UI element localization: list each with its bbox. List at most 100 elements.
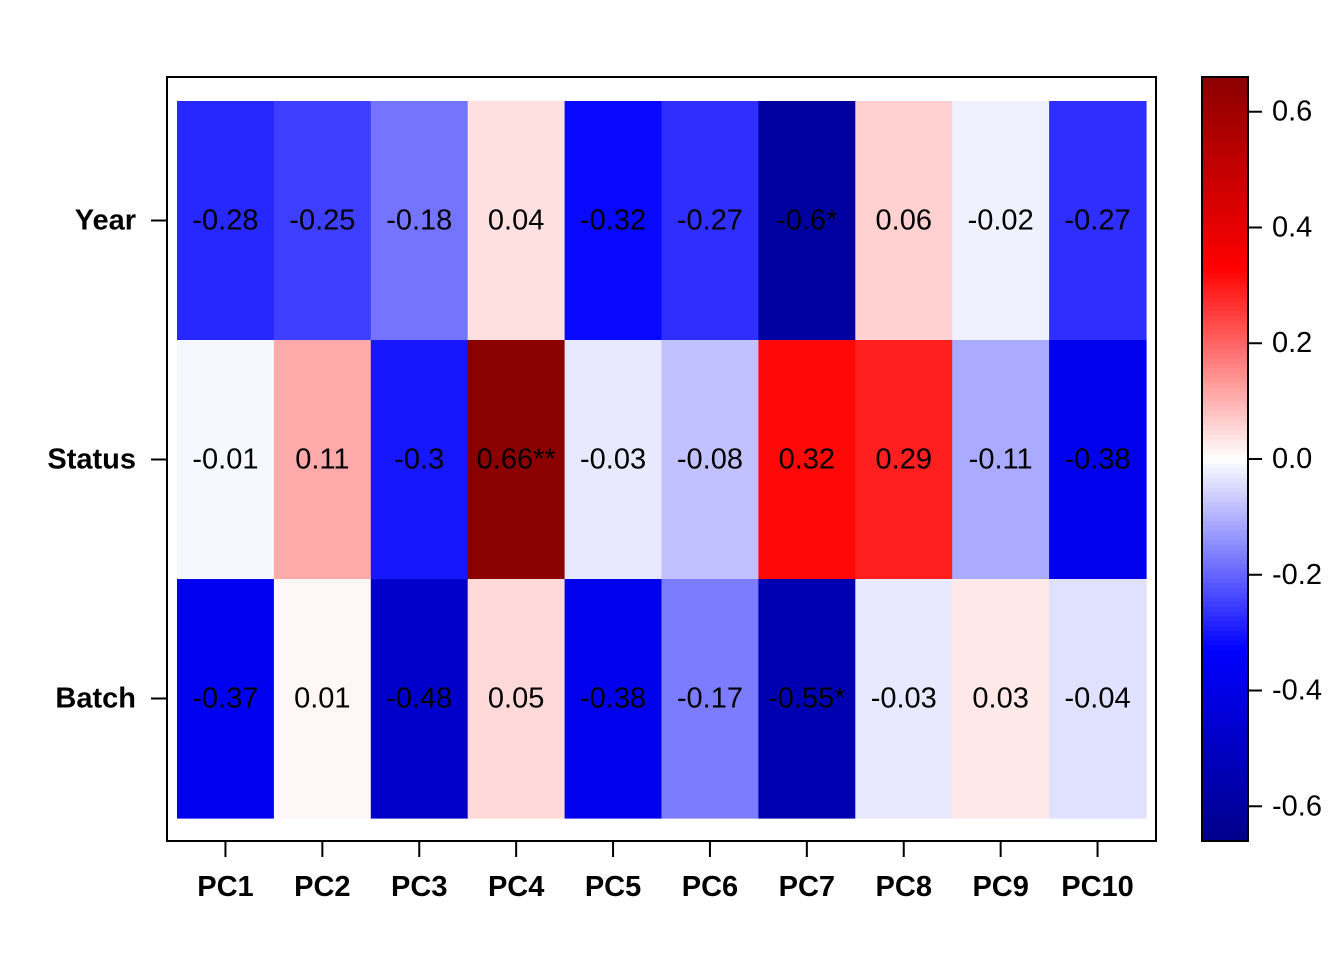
color-bar-segment <box>1202 449 1248 455</box>
color-bar-segment <box>1202 215 1248 221</box>
color-bar-segment <box>1202 182 1248 188</box>
color-bar-segment <box>1202 325 1248 331</box>
color-bar-segment <box>1202 793 1248 799</box>
color-bar-segment <box>1202 778 1248 785</box>
heatmap-cell-status-pc5 <box>564 340 663 580</box>
heatmap-cell-batch-pc1 <box>177 579 275 819</box>
cell-label-status-pc4: 0.66** <box>477 444 556 476</box>
color-bar-segment <box>1202 635 1248 642</box>
color-bar-segment <box>1202 306 1248 312</box>
col-label-pc7: PC7 <box>779 871 835 903</box>
color-bar-segment <box>1202 482 1248 489</box>
col-label-pc4: PC4 <box>488 871 544 903</box>
color-bar-segment <box>1202 244 1248 250</box>
cell-label-year-pc3: -0.18 <box>386 205 452 237</box>
color-bar-segment <box>1202 330 1248 336</box>
color-bar-segment <box>1202 549 1248 556</box>
color-bar-segment <box>1202 139 1248 145</box>
color-bar-segment <box>1202 673 1248 680</box>
col-label-pc2: PC2 <box>294 871 350 903</box>
cell-label-batch-pc3: -0.48 <box>386 683 452 715</box>
heatmap-cell-status-pc9 <box>952 340 1050 580</box>
color-bar-segment <box>1202 783 1248 790</box>
row-label-batch: Batch <box>55 683 136 715</box>
color-bar-segment <box>1202 774 1248 780</box>
color-bar-segment <box>1202 831 1248 837</box>
color-bar-segment <box>1202 358 1248 365</box>
row-label-status: Status <box>47 444 136 476</box>
heatmap-cell-batch-pc6 <box>661 579 759 819</box>
color-bar-segment <box>1202 836 1248 842</box>
color-bar-segment <box>1202 96 1248 102</box>
color-bar-segment <box>1202 277 1248 283</box>
color-bar-segment <box>1202 521 1248 527</box>
cell-label-batch-pc9: 0.03 <box>972 683 1028 715</box>
color-bar-segment <box>1202 478 1248 484</box>
heatmap-cell-year-pc10 <box>1049 101 1147 341</box>
color-bar-segment <box>1202 473 1248 479</box>
color-bar-segment <box>1202 296 1248 303</box>
color-bar-segment <box>1202 91 1248 97</box>
color-bar-segment <box>1202 363 1248 369</box>
color-bar-segment <box>1202 344 1248 350</box>
color-bar-tick-label: -0.2 <box>1272 559 1322 591</box>
color-bar-segment <box>1202 172 1248 178</box>
color-bar-segment <box>1202 740 1248 747</box>
cell-label-status-pc1: -0.01 <box>192 444 258 476</box>
color-bar-segment <box>1202 368 1248 374</box>
heatmap-cell-status-pc6 <box>661 340 759 580</box>
color-bar-segment <box>1202 587 1248 594</box>
color-bar-segment <box>1202 77 1248 83</box>
color-bar-segment <box>1202 339 1248 346</box>
cell-label-status-pc10: -0.38 <box>1064 444 1130 476</box>
color-bar-segment <box>1202 583 1248 589</box>
col-label-pc6: PC6 <box>682 871 738 903</box>
cell-label-year-pc8: 0.06 <box>876 205 932 237</box>
heatmap-cell-status-pc7 <box>758 340 856 580</box>
color-bar-segment <box>1202 807 1248 813</box>
color-bar-segment <box>1202 320 1248 326</box>
color-bar-segment <box>1202 110 1248 116</box>
col-label-pc8: PC8 <box>876 871 932 903</box>
color-bar-segment <box>1202 630 1248 637</box>
color-bar-segment <box>1202 568 1248 575</box>
color-bar-segment <box>1202 196 1248 202</box>
color-bar-segment <box>1202 597 1248 603</box>
color-bar-segment <box>1202 162 1248 169</box>
color-bar-segment <box>1202 506 1248 513</box>
color-bar-tick-label: 0.0 <box>1272 443 1312 475</box>
cell-label-status-pc8: 0.29 <box>876 444 932 476</box>
color-bar-segment <box>1202 817 1248 823</box>
heatmap-cell-year-pc7 <box>758 101 856 341</box>
color-bar-segment <box>1202 640 1248 646</box>
color-bar-segment <box>1202 798 1248 804</box>
color-bar-segment <box>1202 186 1248 193</box>
color-bar-segment <box>1202 611 1248 618</box>
color-bar-segment <box>1202 559 1248 565</box>
heatmap-cell-batch-pc10 <box>1049 579 1147 819</box>
color-bar-segment <box>1202 167 1248 174</box>
col-label-pc10: PC10 <box>1061 871 1134 903</box>
color-bar-segment <box>1202 683 1248 689</box>
cell-label-batch-pc6: -0.17 <box>677 683 743 715</box>
color-bar-segment <box>1202 258 1248 264</box>
color-bar-segment <box>1202 702 1248 708</box>
color-bar-segment <box>1202 177 1248 183</box>
color-bar-segment <box>1202 501 1248 508</box>
cell-label-year-pc9: -0.02 <box>968 205 1034 237</box>
heatmap-cell-batch-pc7 <box>758 579 856 819</box>
color-bar-segment <box>1202 511 1248 517</box>
color-bar-segment <box>1202 769 1248 775</box>
heatmap-cell-year-pc2 <box>273 101 372 341</box>
color-bar-segment <box>1202 263 1248 269</box>
heatmap-cell-year-pc8 <box>855 101 953 341</box>
color-bar-segment <box>1202 430 1248 436</box>
color-bar-segment <box>1202 688 1248 694</box>
color-bar-segment <box>1202 602 1248 608</box>
color-bar-segment <box>1202 745 1248 751</box>
color-bar-segment <box>1202 731 1248 737</box>
cell-label-status-pc2: 0.11 <box>295 444 349 476</box>
color-bar-segment <box>1202 396 1248 403</box>
heatmap-cell-year-pc3 <box>370 101 469 341</box>
